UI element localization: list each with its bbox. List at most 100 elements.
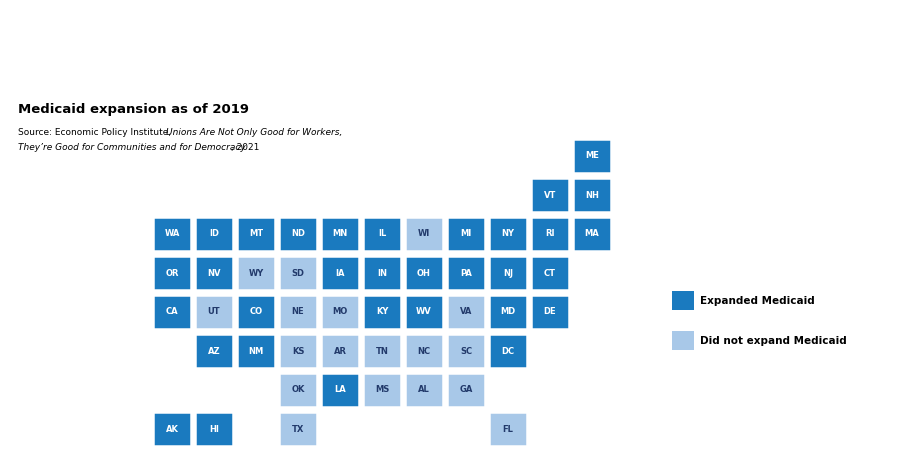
Text: LA: LA (334, 386, 346, 395)
Bar (573, 217, 611, 251)
Bar (405, 217, 443, 251)
Text: NV: NV (207, 269, 220, 278)
Text: CT: CT (544, 269, 556, 278)
Text: VT: VT (544, 190, 556, 199)
Bar (489, 256, 527, 290)
Bar (531, 217, 569, 251)
Text: WY: WY (248, 269, 264, 278)
Text: UT: UT (208, 307, 220, 316)
Text: NM: NM (248, 346, 264, 356)
Bar (321, 334, 359, 368)
Text: CO: CO (249, 307, 263, 316)
Text: MT: MT (249, 230, 263, 238)
Text: MO: MO (332, 307, 347, 316)
Bar (447, 334, 485, 368)
Bar (363, 334, 401, 368)
Bar (573, 139, 611, 173)
Text: ME: ME (585, 152, 598, 161)
Text: TX: TX (292, 424, 304, 433)
Text: VA: VA (460, 307, 473, 316)
Text: IL: IL (378, 230, 386, 238)
Bar (279, 412, 317, 446)
Text: IA: IA (335, 269, 345, 278)
Bar (363, 256, 401, 290)
Text: MN: MN (332, 230, 347, 238)
Text: NJ: NJ (503, 269, 513, 278)
Bar (489, 295, 527, 329)
Text: IN: IN (377, 269, 387, 278)
Bar (153, 256, 191, 290)
Text: MI: MI (461, 230, 472, 238)
Text: WV: WV (416, 307, 432, 316)
Bar (195, 412, 233, 446)
Text: OR: OR (166, 269, 179, 278)
Bar (489, 334, 527, 368)
Text: CA: CA (166, 307, 178, 316)
Bar (405, 256, 443, 290)
Text: FL: FL (502, 424, 513, 433)
Text: AZ: AZ (208, 346, 220, 356)
Text: PA: PA (460, 269, 472, 278)
Text: DE: DE (544, 307, 556, 316)
Text: AR: AR (334, 346, 346, 356)
Bar (279, 295, 317, 329)
Text: , 2021: , 2021 (231, 143, 259, 152)
Bar (447, 295, 485, 329)
Bar (153, 412, 191, 446)
Bar (405, 295, 443, 329)
Text: KY: KY (376, 307, 388, 316)
Bar (279, 334, 317, 368)
Text: Did not expand Medicaid: Did not expand Medicaid (700, 336, 847, 346)
Bar (447, 373, 485, 407)
Text: Union Density and Medicaid Expansion by State: Union Density and Medicaid Expansion by … (131, 28, 769, 53)
Bar (321, 256, 359, 290)
Text: MA: MA (585, 230, 599, 238)
Text: SD: SD (292, 269, 304, 278)
Bar (153, 217, 191, 251)
Text: KS: KS (292, 346, 304, 356)
Bar (447, 217, 485, 251)
Text: OK: OK (292, 386, 305, 395)
Bar (573, 178, 611, 212)
Bar (531, 178, 569, 212)
Bar (363, 295, 401, 329)
Bar (489, 412, 527, 446)
Bar (447, 256, 485, 290)
Text: ID: ID (209, 230, 219, 238)
Bar (672, 331, 694, 350)
Text: ND: ND (291, 230, 305, 238)
Bar (531, 256, 569, 290)
Bar (489, 217, 527, 251)
Bar (321, 373, 359, 407)
Text: NY: NY (501, 230, 515, 238)
Text: WI: WI (418, 230, 430, 238)
Text: Medicaid expansion as of 2019: Medicaid expansion as of 2019 (18, 103, 249, 116)
Text: NE: NE (292, 307, 304, 316)
Bar (195, 256, 233, 290)
Bar (195, 295, 233, 329)
Text: DC: DC (501, 346, 515, 356)
Bar (237, 217, 275, 251)
Text: Expanded Medicaid: Expanded Medicaid (700, 296, 814, 306)
Bar (405, 373, 443, 407)
Text: AL: AL (418, 386, 430, 395)
Text: Unions Are Not Only Good for Workers,: Unions Are Not Only Good for Workers, (166, 128, 342, 137)
Bar (672, 291, 694, 310)
Text: SC: SC (460, 346, 473, 356)
Bar (531, 295, 569, 329)
Bar (279, 256, 317, 290)
Bar (237, 334, 275, 368)
Text: HI: HI (209, 424, 219, 433)
Bar (279, 373, 317, 407)
Text: GA: GA (459, 386, 472, 395)
Bar (321, 217, 359, 251)
Text: MD: MD (500, 307, 516, 316)
Bar (363, 373, 401, 407)
Bar (153, 295, 191, 329)
Text: They’re Good for Communities and for Democracy: They’re Good for Communities and for Dem… (18, 143, 246, 152)
Text: NH: NH (585, 190, 598, 199)
Bar (195, 334, 233, 368)
Text: TN: TN (375, 346, 389, 356)
Bar (279, 217, 317, 251)
Bar (195, 217, 233, 251)
